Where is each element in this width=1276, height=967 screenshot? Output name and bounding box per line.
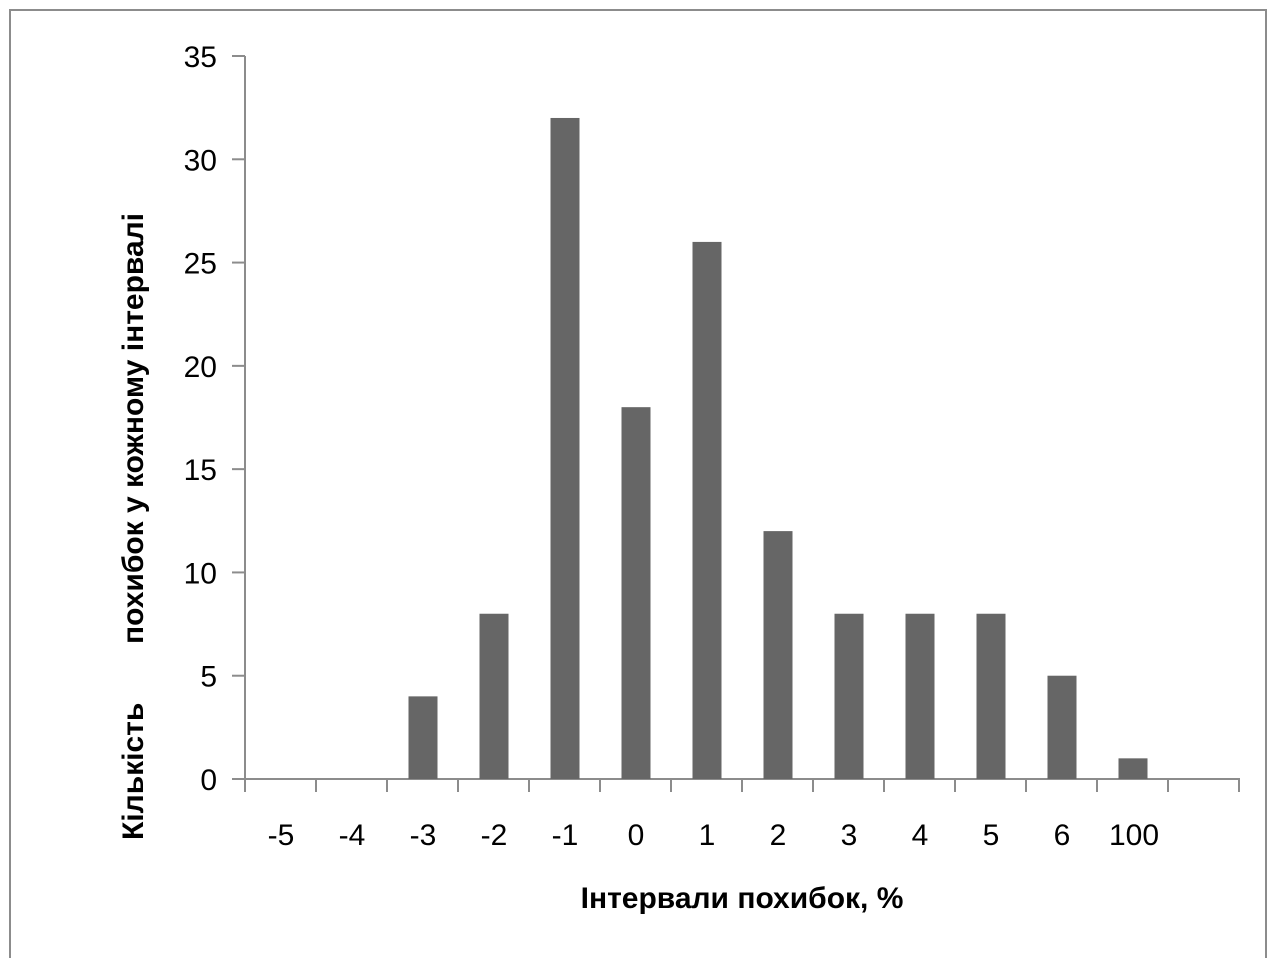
- x-tick-label: -3: [410, 819, 437, 852]
- y-tick-label: 15: [184, 454, 217, 487]
- bar: [905, 613, 935, 779]
- x-tick-label: -4: [339, 819, 366, 852]
- x-tick-label: 100: [1109, 819, 1159, 852]
- chart-frame: [9, 9, 1267, 958]
- x-tick-label: 3: [841, 819, 858, 852]
- x-axis: -5 -4 -3 -2 -1 0 1 2 3 4 5 6 100: [244, 778, 1240, 852]
- y-tick-label: 30: [184, 144, 217, 177]
- y-tick-label: 35: [184, 41, 217, 74]
- y-tick-label: 20: [184, 351, 217, 384]
- x-tick-label: 4: [912, 819, 929, 852]
- y-tick-label: 10: [184, 557, 217, 590]
- x-tick-label: 5: [983, 819, 1000, 852]
- x-tick-label: -2: [481, 819, 508, 852]
- bar: [1047, 675, 1077, 779]
- bar: [621, 407, 651, 779]
- bar: [834, 613, 864, 779]
- x-tick-label: -5: [268, 819, 295, 852]
- y-axis-title-group: Кількість похибок у кожному інтервалі: [117, 213, 150, 840]
- y-axis: 0 5 10 15 20 25 30 35: [184, 41, 246, 797]
- y-tick-label: 5: [200, 661, 217, 694]
- bar: [763, 531, 793, 779]
- x-tick-label: 6: [1054, 819, 1071, 852]
- bar: [976, 613, 1006, 779]
- y-tick-label: 25: [184, 248, 217, 281]
- y-axis-title-part2: похибок у кожному інтервалі: [117, 213, 150, 644]
- bar: [479, 613, 509, 779]
- x-tick-label: 1: [699, 819, 716, 852]
- bar: [550, 117, 580, 779]
- bar: [1118, 758, 1148, 779]
- bar: [692, 241, 722, 779]
- x-tick-label: -1: [552, 819, 579, 852]
- x-tick-label: 2: [770, 819, 787, 852]
- y-tick-label: 0: [200, 764, 217, 797]
- bar: [408, 696, 438, 779]
- x-tick-label: 0: [628, 819, 645, 852]
- y-axis-title-part1: Кількість: [117, 703, 150, 840]
- x-axis-title: Інтервали похибок, %: [581, 882, 904, 915]
- bars: [408, 117, 1148, 779]
